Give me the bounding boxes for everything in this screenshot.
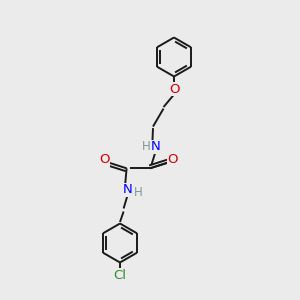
Text: O: O xyxy=(167,153,178,167)
Text: H: H xyxy=(134,186,143,199)
Text: O: O xyxy=(169,82,179,96)
Text: Cl: Cl xyxy=(113,268,127,282)
Text: N: N xyxy=(151,140,160,153)
Text: N: N xyxy=(123,183,132,196)
Text: O: O xyxy=(99,153,110,167)
Text: H: H xyxy=(142,140,151,153)
